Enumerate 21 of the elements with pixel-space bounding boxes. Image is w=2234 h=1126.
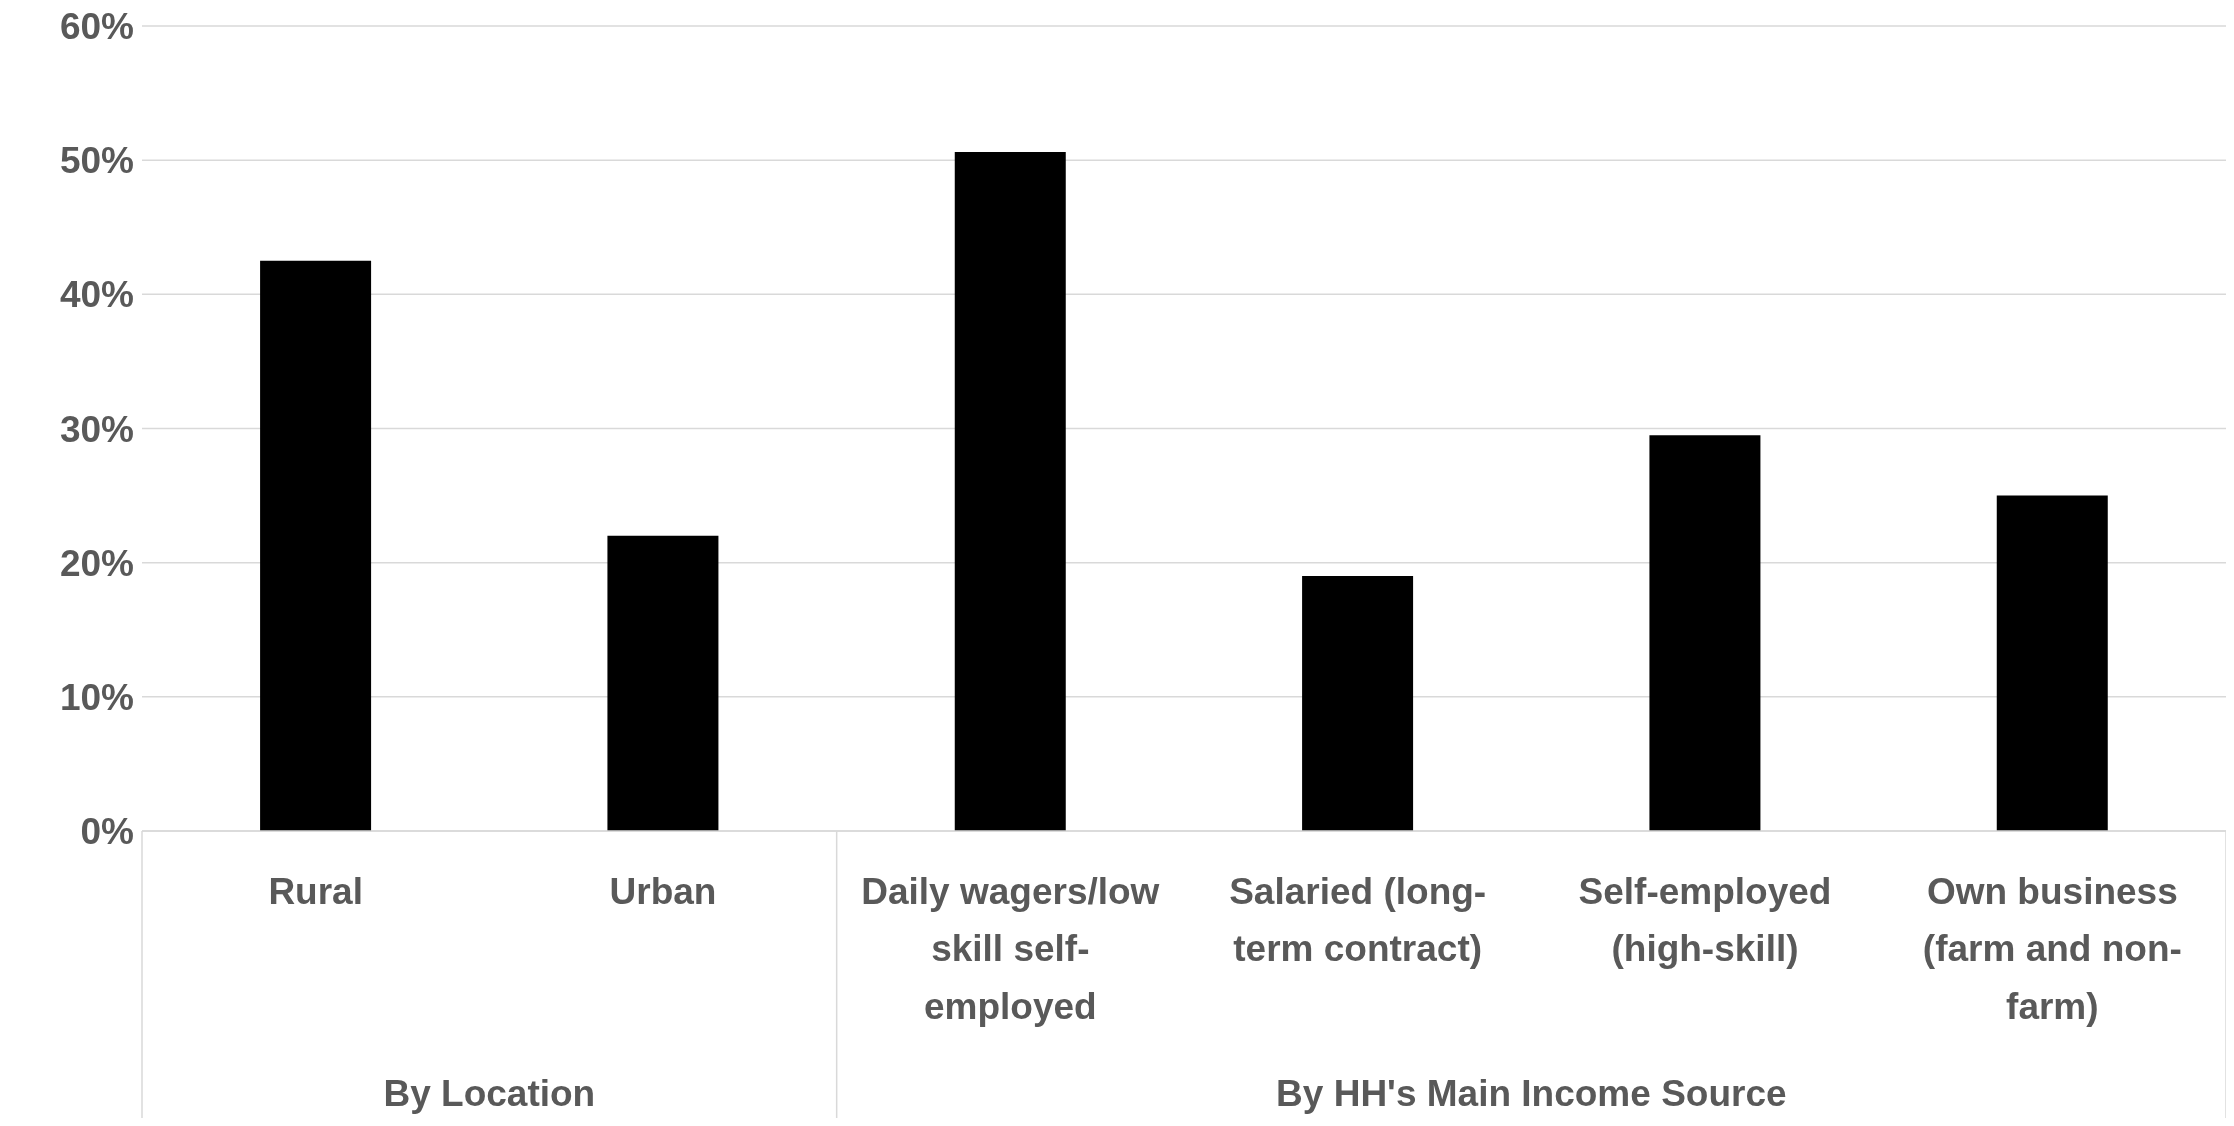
y-tick-label: 20% (59, 542, 134, 584)
bar (1996, 495, 2108, 831)
x-tick-label: Daily wagers/low skill self-employed (861, 871, 1160, 1027)
bar (1302, 576, 1414, 831)
x-tick-label: Salaried (long-term contract) (1229, 871, 1487, 970)
y-tick-label: 40% (59, 274, 134, 316)
bar (954, 152, 1066, 831)
y-tick-label: 10% (59, 676, 134, 718)
text: By Location (383, 1073, 596, 1114)
x-tick-label: Rural (268, 871, 363, 912)
y-tick-label: 50% (59, 140, 134, 182)
y-tick-label: 60% (59, 6, 134, 48)
x-tick-label: Urban (609, 871, 717, 912)
bar (260, 260, 372, 831)
bar (607, 535, 719, 831)
x-tick-label: Own business (farm and non-farm) (1922, 871, 2182, 1027)
text: By HH's Main Income Source (1276, 1073, 1787, 1114)
y-tick-label: 30% (59, 408, 134, 450)
x-tick-label: Self-employed (high-skill) (1578, 871, 1832, 970)
bar (1649, 435, 1761, 831)
y-tick-label: 0% (80, 811, 134, 853)
